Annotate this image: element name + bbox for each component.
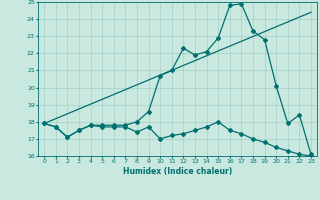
- X-axis label: Humidex (Indice chaleur): Humidex (Indice chaleur): [123, 167, 232, 176]
